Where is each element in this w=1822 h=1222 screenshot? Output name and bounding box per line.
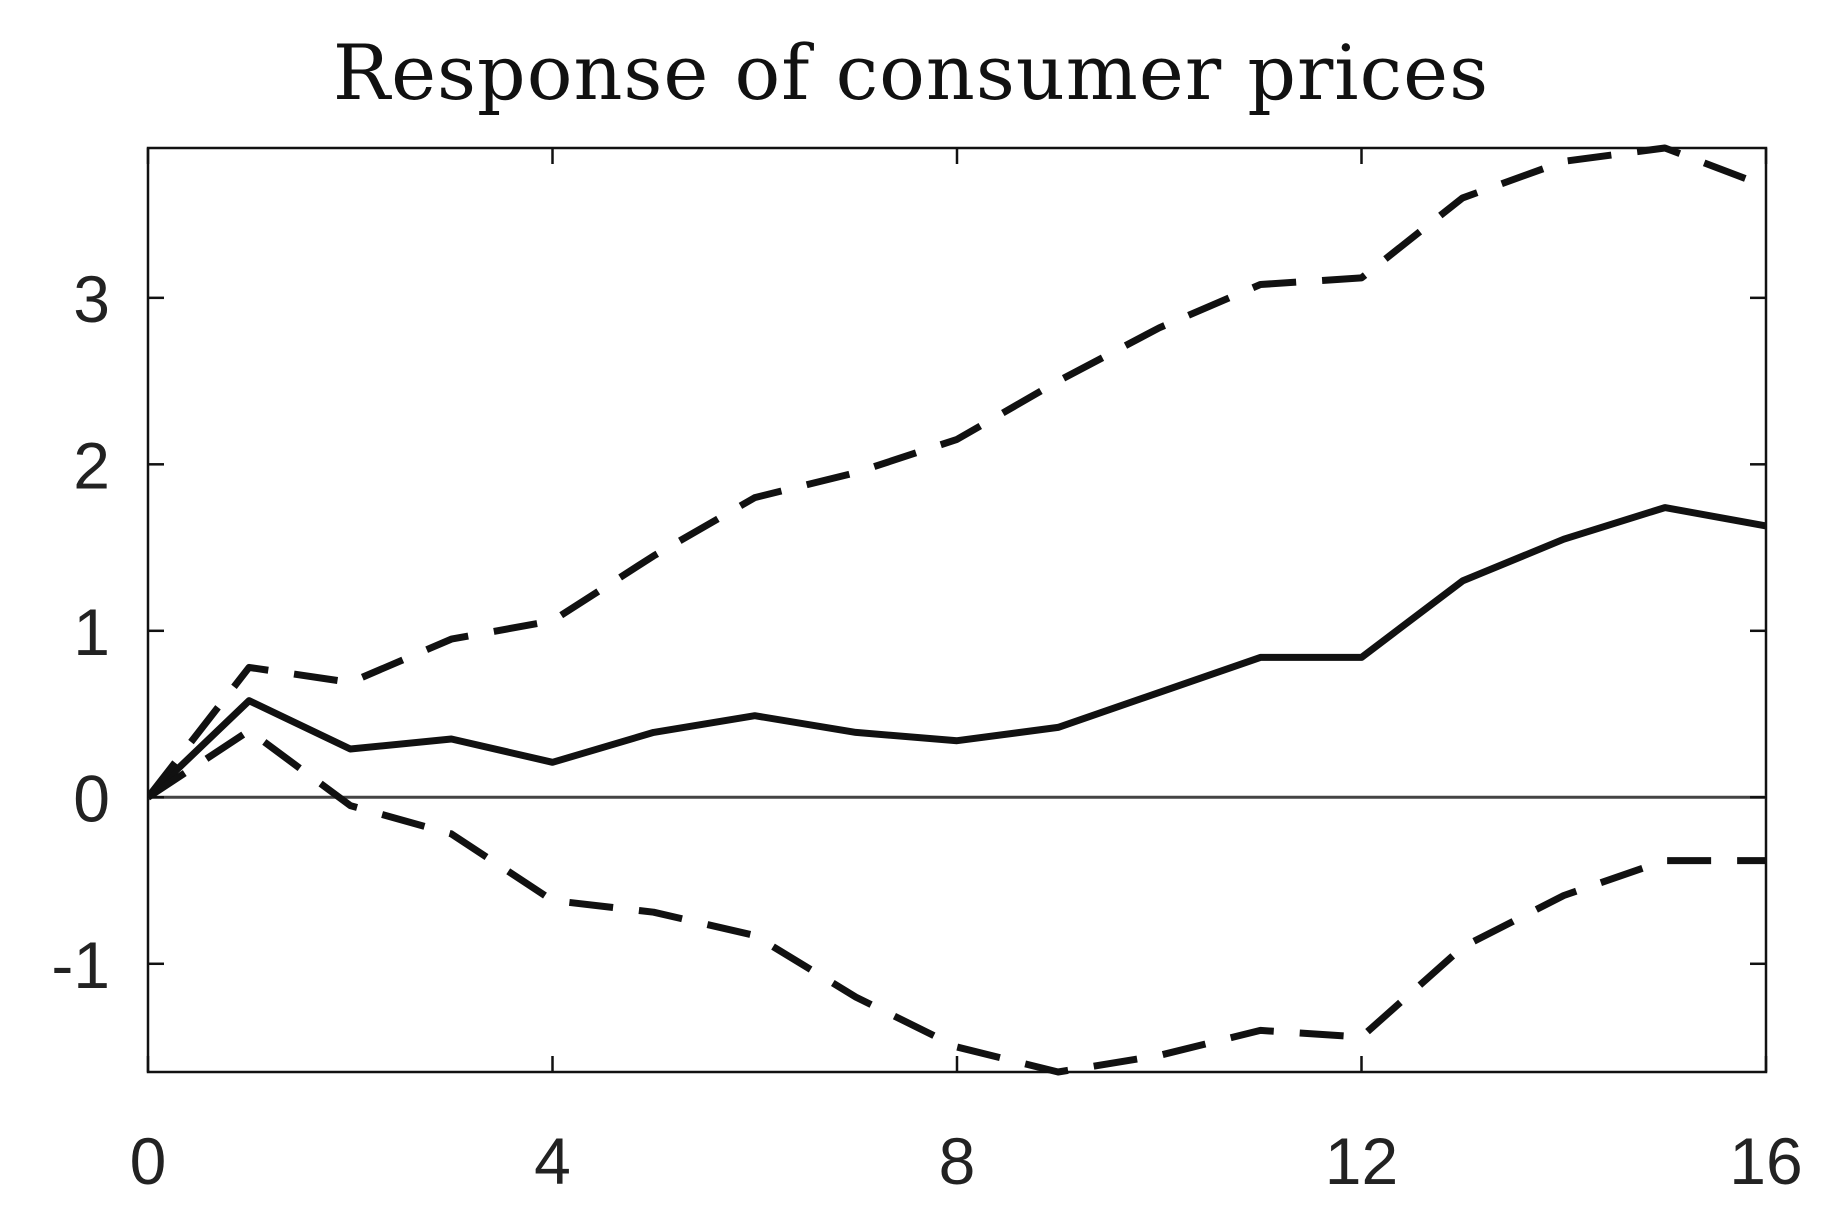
series-line-lower-band (148, 727, 1766, 1076)
chart-title: Response of consumer prices (332, 28, 1490, 117)
plot-frame (146, 146, 1768, 1074)
series-line-response (148, 504, 1766, 800)
x-tick-label: 12 (1325, 1124, 1398, 1198)
x-tick-label: 8 (939, 1124, 976, 1198)
x-tick-label: 16 (1729, 1124, 1802, 1198)
y-tick-label: -1 (51, 928, 110, 1002)
y-tick-label: 2 (73, 428, 110, 502)
x-tick-label: 0 (130, 1124, 167, 1198)
x-tick-label: 4 (534, 1124, 571, 1198)
y-tick-label: 1 (73, 595, 110, 669)
y-tick-label: 3 (73, 262, 110, 336)
y-tick-label: 0 (73, 761, 110, 835)
series-line-upper-band (148, 144, 1766, 800)
